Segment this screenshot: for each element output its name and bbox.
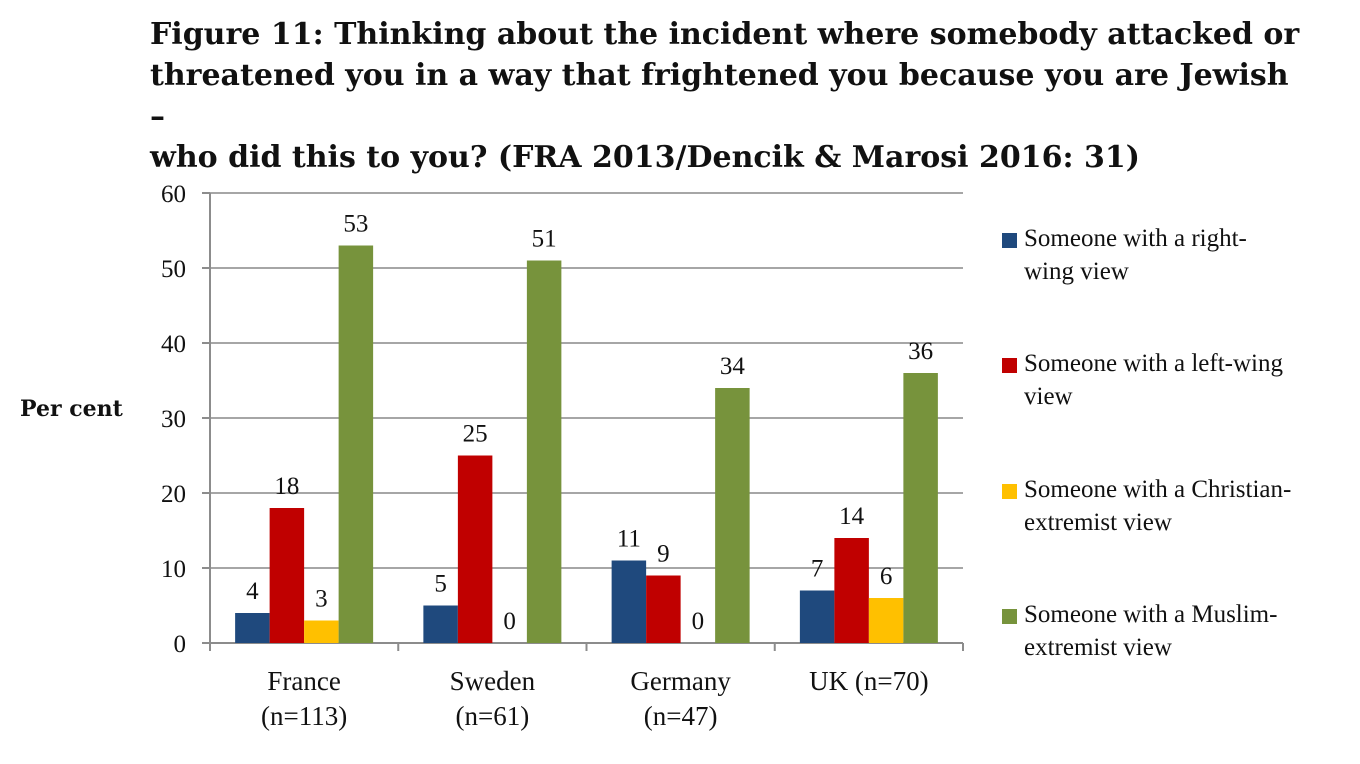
x-tick-label: Germany (630, 666, 731, 696)
bar (715, 388, 750, 643)
data-label: 7 (811, 556, 824, 583)
data-label: 36 (908, 338, 933, 365)
data-label: 3 (315, 586, 328, 613)
data-label: 34 (720, 353, 746, 380)
chart-title-line: threatened you in a way that frightened … (150, 58, 1289, 134)
legend-label: Someone with a Christian- extremist view (1024, 473, 1349, 539)
bar (269, 508, 305, 643)
y-tick-label: 40 (161, 331, 186, 358)
data-label: 14 (839, 503, 865, 530)
data-label: 4 (246, 578, 259, 605)
y-tick-label: 0 (174, 631, 187, 658)
data-label: 51 (532, 226, 557, 253)
y-axis-label: Per cent (20, 396, 123, 422)
chart-title-line: who did this to you? (FRA 2013/Dencik & … (150, 140, 1140, 175)
bar-chart: 0102030405060418353France(n=113)525051Sw… (161, 181, 964, 731)
y-tick-label: 20 (161, 481, 186, 508)
data-label: 11 (617, 526, 641, 553)
legend-swatch (1002, 484, 1017, 499)
bar (611, 560, 647, 643)
legend-swatch (1002, 609, 1017, 624)
data-label: 25 (463, 421, 488, 448)
x-tick-label: (n=113) (261, 701, 347, 731)
legend-label-line: Someone with a right- (1024, 225, 1247, 252)
bar (423, 605, 458, 643)
legend-label-line: view (1024, 383, 1073, 410)
x-tick-label: (n=61) (456, 701, 530, 731)
legend-label-line: extremist view (1024, 509, 1172, 536)
x-tick-label: France (267, 666, 340, 696)
data-label: 6 (880, 563, 893, 590)
legend-swatch (1002, 358, 1017, 373)
bar (646, 575, 681, 643)
data-label: 0 (503, 608, 516, 635)
bar (457, 455, 493, 643)
y-tick-label: 10 (161, 556, 186, 583)
data-label: 53 (343, 211, 368, 238)
bar (235, 613, 270, 643)
data-label: 9 (657, 541, 670, 568)
legend-label: Someone with a left-wing view (1024, 347, 1349, 413)
y-tick-label: 30 (161, 406, 186, 433)
bar (834, 538, 869, 643)
bar (903, 373, 938, 643)
bar (868, 598, 904, 643)
data-label: 0 (692, 608, 705, 635)
x-tick-label: Sweden (450, 666, 536, 696)
legend-label-line: Someone with a Christian- (1024, 476, 1292, 503)
legend-label-line: Someone with a left-wing (1024, 350, 1283, 377)
y-tick-label: 50 (161, 256, 186, 283)
x-tick-label: (n=47) (644, 701, 718, 731)
legend-swatch (1002, 233, 1017, 248)
x-tick-label: UK (n=70) (809, 666, 928, 696)
legend-label-line: wing view (1024, 258, 1129, 285)
chart-title: Figure 11: Thinking about the incident w… (150, 14, 1300, 178)
bar (526, 260, 562, 643)
legend-label: Someone with a Muslim- extremist view (1024, 598, 1349, 664)
legend-label-line: extremist view (1024, 634, 1172, 661)
chart-title-line: Figure 11: Thinking about the incident w… (150, 17, 1300, 52)
data-label: 5 (434, 571, 447, 598)
legend-label-line: Someone with a Muslim- (1024, 601, 1278, 628)
legend-label: Someone with a right- wing view (1024, 222, 1349, 288)
bar (799, 590, 835, 643)
bar (304, 620, 339, 643)
y-tick-label: 60 (161, 181, 186, 208)
data-label: 18 (274, 473, 299, 500)
bar (338, 245, 374, 643)
